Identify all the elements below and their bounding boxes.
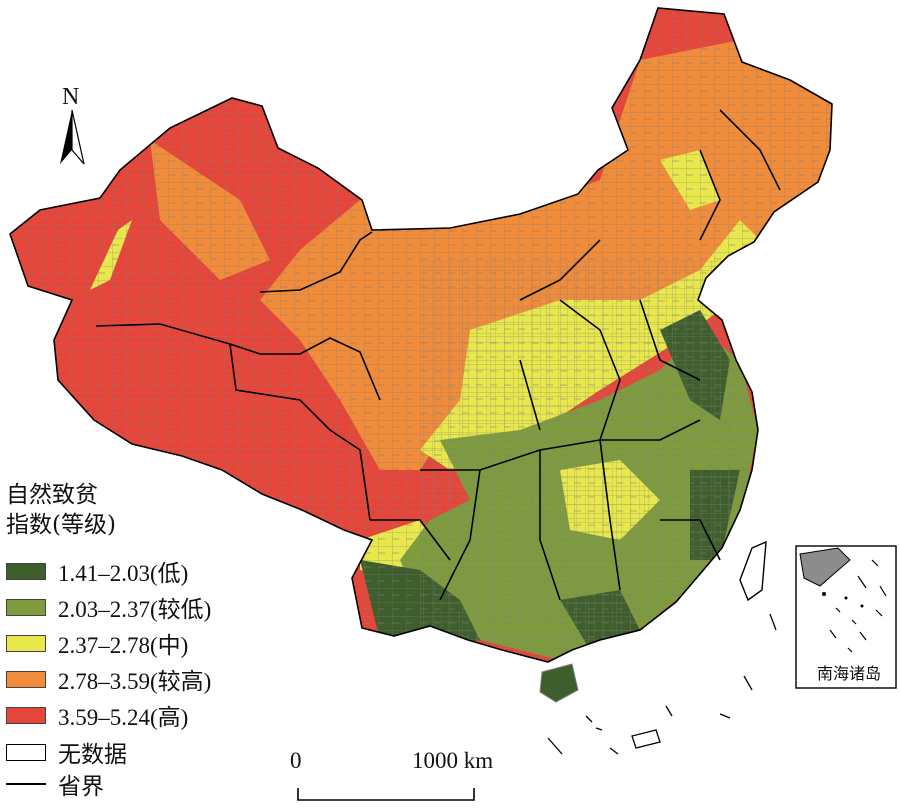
taiwan-nodata — [739, 540, 767, 602]
legend-row: 2.37–2.78(中) — [6, 628, 188, 658]
legend-title-line1: 自然致贫 — [6, 482, 98, 508]
legend-label: 1.41–2.03(低) — [58, 561, 189, 586]
legend-swatch — [6, 670, 46, 688]
north-label: N — [62, 84, 80, 110]
legend-label: 2.03–2.37(较低) — [58, 597, 212, 622]
scale-max: 1000 km — [412, 748, 494, 773]
legend-label: 3.59–5.24(高) — [58, 705, 189, 730]
legend-label: 2.78–3.59(较高) — [58, 669, 212, 694]
legend-row: 3.59–5.24(高) — [6, 700, 188, 730]
legend-row: 2.78–3.59(较高) — [6, 664, 211, 694]
legend-row-nodata: 无数据 — [6, 737, 127, 767]
legend-row-boundary: 省界 — [6, 769, 104, 799]
islands — [547, 613, 777, 755]
hainan-island — [539, 663, 579, 703]
legend-row: 1.41–2.03(低) — [6, 556, 188, 586]
legend-swatch-nodata — [6, 743, 46, 761]
legend-label-boundary: 省界 — [58, 774, 104, 799]
scale-zero: 0 — [290, 748, 302, 773]
scale-bar — [297, 788, 475, 801]
legend-swatch — [6, 598, 46, 616]
legend-swatch — [6, 706, 46, 724]
south-china-sea-inset — [795, 545, 897, 689]
legend-swatch — [6, 634, 46, 652]
legend-label-nodata: 无数据 — [58, 742, 127, 767]
province-boundaries — [95, 109, 781, 601]
inset-label: 南海诸岛 — [816, 664, 881, 683]
legend-label: 2.37–2.78(中) — [58, 633, 189, 658]
legend-row: 2.03–2.37(较低) — [6, 592, 211, 622]
legend-title-line2: 指数(等级) — [6, 512, 116, 538]
legend-swatch-boundary — [6, 783, 46, 785]
legend-swatch — [6, 562, 46, 580]
north-arrow — [60, 109, 85, 165]
